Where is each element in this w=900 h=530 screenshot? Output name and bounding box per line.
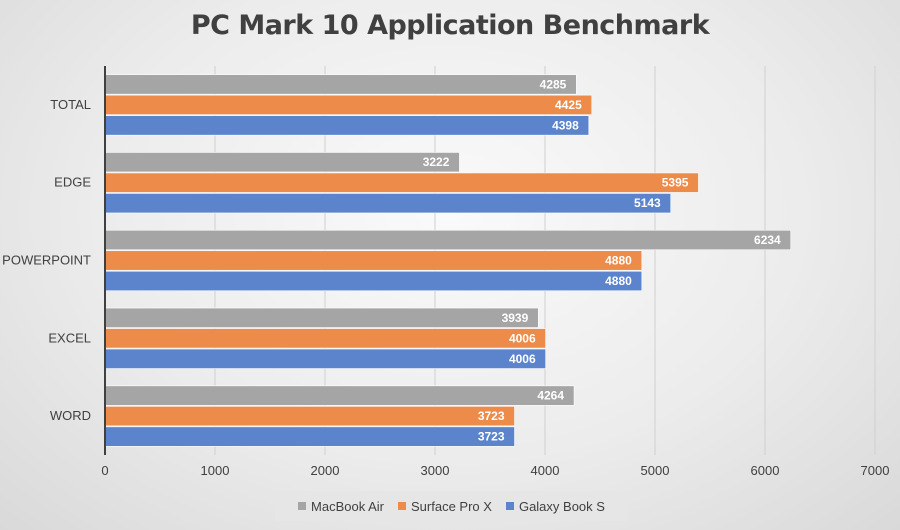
legend-label: Surface Pro X bbox=[411, 498, 492, 514]
bar-chart: 0 1000 2000 3000 4000 5000 6000 7000 TOTAL 4285 44… bbox=[2, 66, 890, 478]
chart-title: PC Mark 10 Application Benchmark bbox=[190, 10, 710, 41]
data-label: 6234 bbox=[754, 233, 781, 247]
bar bbox=[104, 229, 792, 251]
bar bbox=[104, 250, 643, 271]
data-label: 4285 bbox=[540, 77, 567, 91]
category-label: WORD bbox=[50, 408, 91, 423]
legend-item: Galaxy Book S bbox=[505, 498, 605, 514]
x-tick-label: 4000 bbox=[531, 463, 560, 478]
bar bbox=[104, 348, 546, 369]
bar bbox=[104, 406, 515, 427]
data-label: 5395 bbox=[662, 176, 689, 190]
data-label: 3939 bbox=[502, 311, 529, 325]
bar bbox=[104, 115, 590, 136]
data-label: 4006 bbox=[509, 331, 536, 345]
category-label: POWERPOINT bbox=[2, 253, 91, 268]
x-tick-label: 2000 bbox=[311, 463, 340, 478]
x-tick-label: 3000 bbox=[421, 463, 450, 478]
x-tick-label: 5000 bbox=[641, 463, 670, 478]
legend-item: MacBook Air bbox=[298, 499, 384, 514]
legend-item: Surface Pro X bbox=[398, 499, 492, 514]
x-tick-label: 1000 bbox=[201, 463, 230, 478]
legend-swatch bbox=[505, 502, 514, 510]
x-tick-label: 0 bbox=[101, 463, 108, 478]
category-label: EXCEL bbox=[48, 330, 91, 345]
bar bbox=[104, 426, 515, 447]
bar bbox=[104, 152, 460, 173]
legend-swatch bbox=[398, 502, 407, 510]
data-label: 4880 bbox=[605, 274, 632, 288]
legend-label: Galaxy Book S bbox=[518, 498, 605, 514]
category-label: EDGE bbox=[54, 175, 91, 190]
bar bbox=[104, 328, 546, 349]
data-label: 5143 bbox=[634, 196, 661, 210]
data-label: 4264 bbox=[537, 389, 564, 403]
bar bbox=[104, 94, 593, 115]
x-tick-label: 6000 bbox=[751, 463, 780, 478]
bar bbox=[104, 385, 575, 406]
legend: MacBook Air Surface Pro X Galaxy Book S bbox=[275, 491, 628, 521]
legend-label: MacBook Air bbox=[311, 498, 385, 514]
data-label: 4880 bbox=[605, 254, 632, 268]
data-label: 3222 bbox=[423, 155, 450, 169]
data-label: 4425 bbox=[555, 98, 582, 112]
category-label: TOTAL bbox=[50, 97, 91, 112]
bar bbox=[104, 172, 699, 193]
data-label: 3723 bbox=[478, 409, 505, 423]
bar bbox=[104, 307, 539, 328]
data-label: 3723 bbox=[478, 430, 505, 444]
data-label: 4398 bbox=[552, 118, 579, 132]
data-label: 4006 bbox=[509, 352, 536, 366]
bar bbox=[104, 193, 672, 214]
x-tick-label: 7000 bbox=[861, 463, 890, 478]
bar bbox=[104, 270, 643, 292]
legend-swatch bbox=[298, 502, 307, 510]
bar bbox=[104, 74, 577, 95]
